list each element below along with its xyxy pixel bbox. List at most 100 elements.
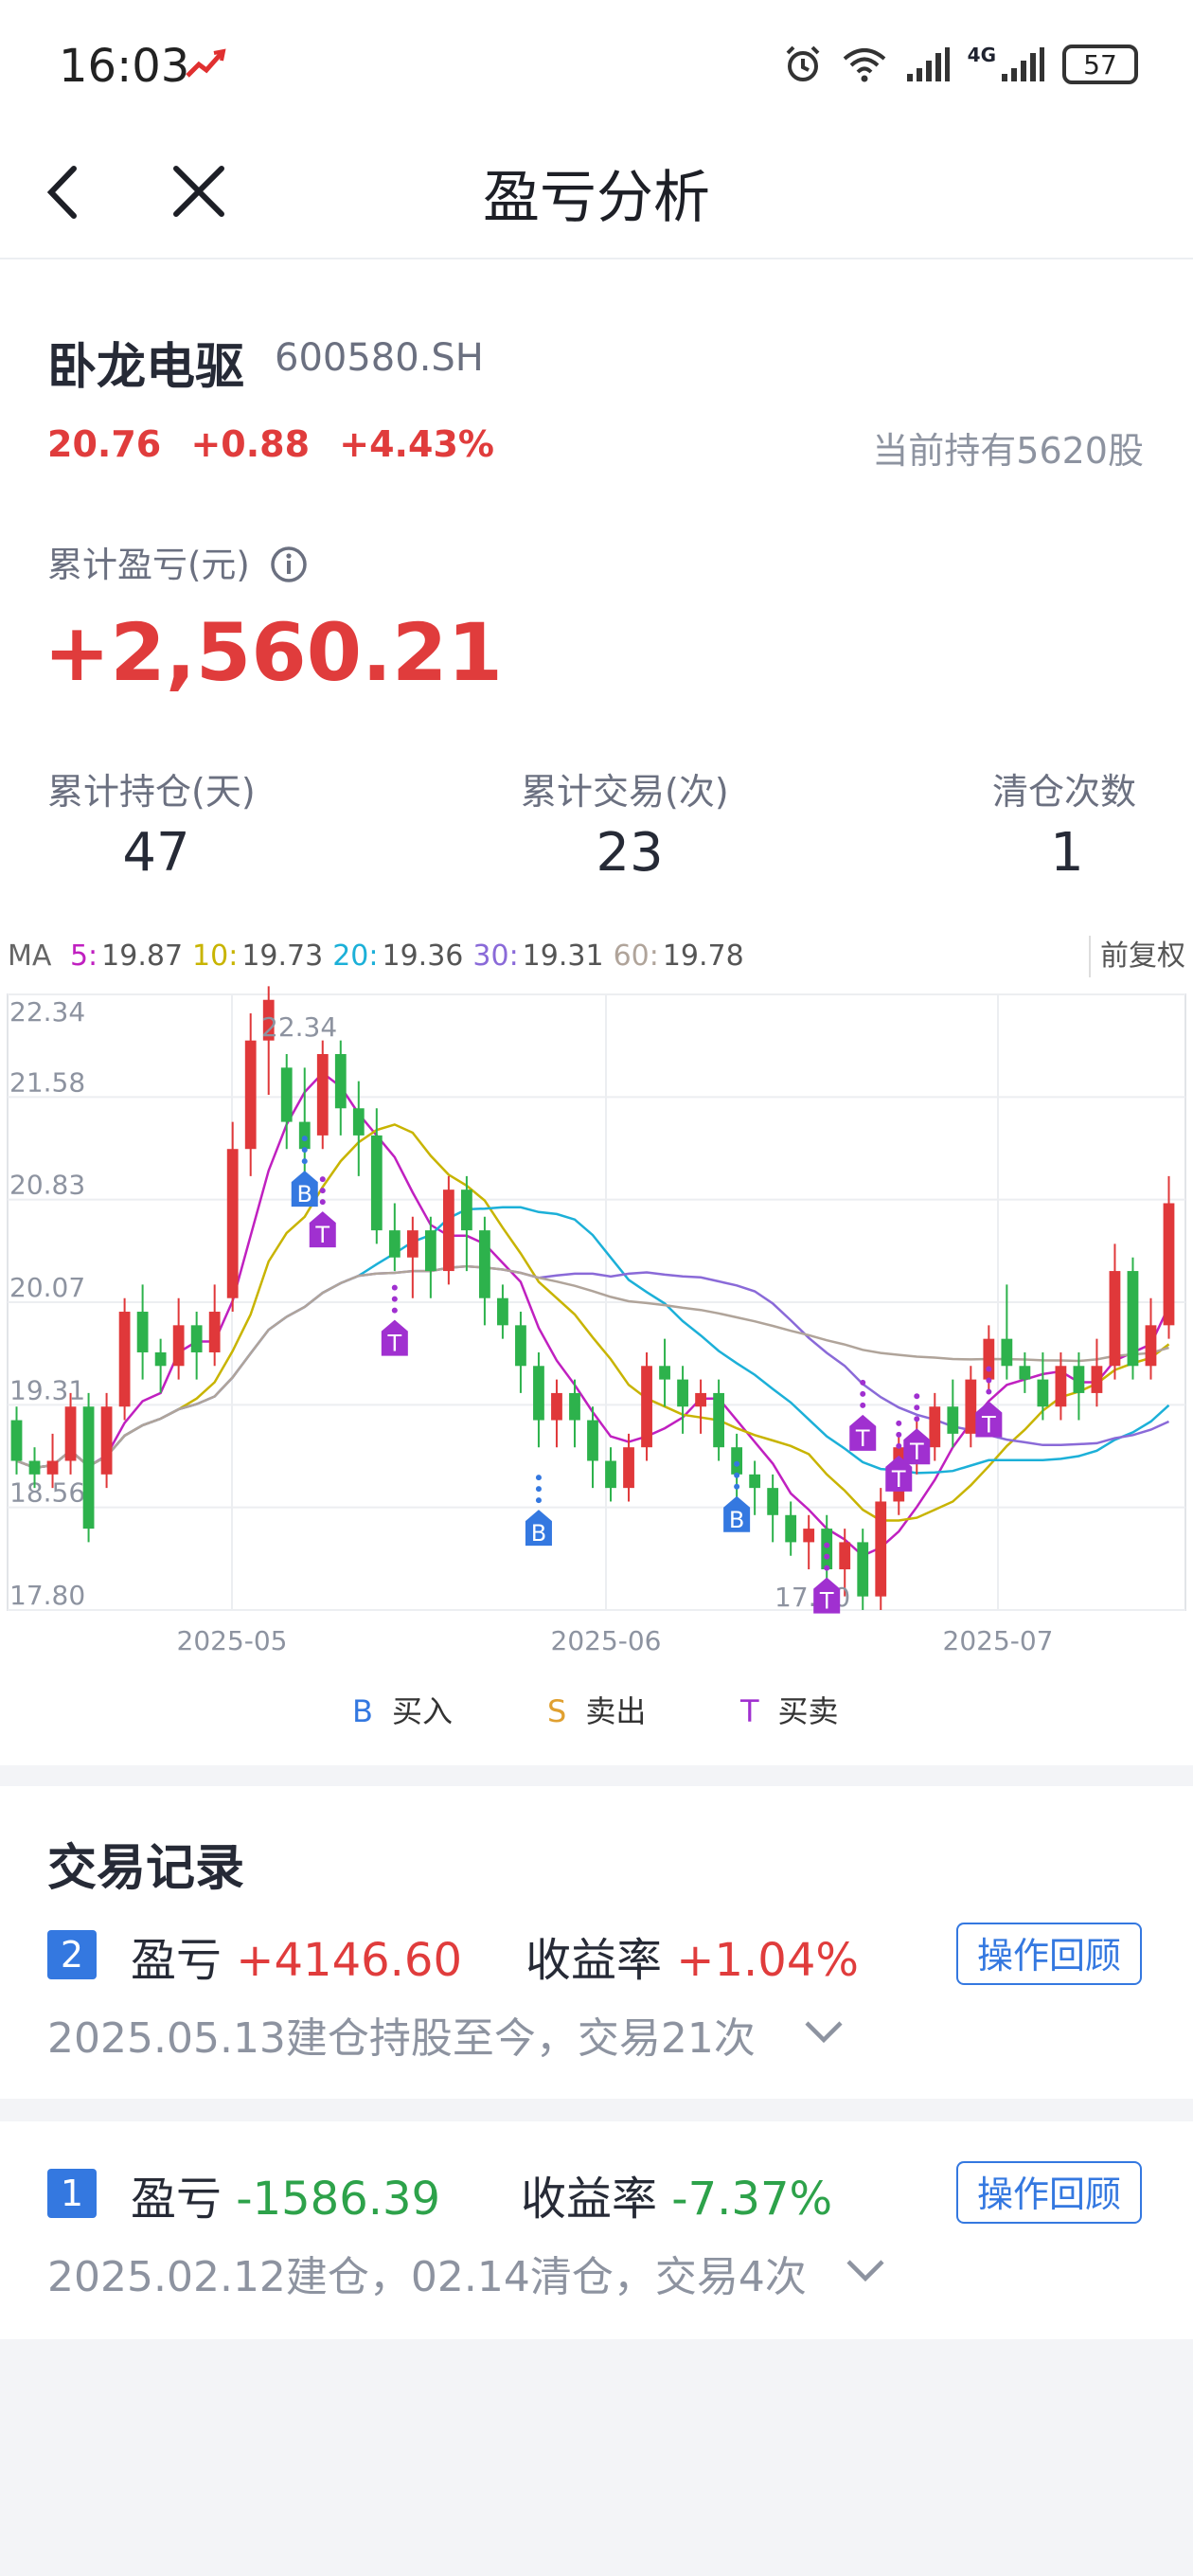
- stock-price-row: 20.76 +0.88 +4.43%: [47, 423, 494, 465]
- signal-icon: [906, 47, 950, 81]
- ma-key: 30:: [472, 939, 519, 973]
- info-icon[interactable]: [269, 545, 309, 584]
- candle-body: [947, 1406, 959, 1434]
- candle-body: [460, 1190, 472, 1231]
- marker-dot: [896, 1431, 902, 1438]
- trade-marker-label: T: [891, 1466, 906, 1493]
- record-rate-label: 收益率: [525, 1934, 663, 1987]
- pnl-label: 累计盈亏(元): [47, 545, 250, 585]
- ma-value: 19.87: [101, 939, 184, 973]
- record-detail: 2025.02.12建仓，02.14清仓，交易4次: [47, 2253, 807, 2301]
- status-icons: 4G 57: [782, 44, 1138, 85]
- candle-body: [46, 1460, 59, 1475]
- adjust-selector[interactable]: 前复权: [1089, 936, 1185, 977]
- marker-dot: [824, 1542, 830, 1548]
- marker-dot: [391, 1296, 398, 1302]
- ma-key: 10:: [192, 939, 239, 973]
- operation-review-button[interactable]: 操作回顾: [956, 1923, 1142, 1985]
- legend-buy-label: 买入: [391, 1693, 453, 1729]
- candle-body: [370, 1135, 383, 1231]
- candle-body: [803, 1529, 815, 1543]
- candle-body: [875, 1501, 887, 1597]
- back-button[interactable]: [38, 159, 95, 229]
- marker-dot: [391, 1307, 398, 1314]
- stock-code: 600580.SH: [275, 336, 484, 380]
- marker-dot: [734, 1460, 740, 1467]
- ma-indicator-row: MA 5: 19.87 10: 19.73 20: 19.36 30: 19.31 60: 19.…: [8, 939, 744, 973]
- y-tick-label: 17.80: [9, 1580, 85, 1611]
- candle-body: [352, 1108, 365, 1136]
- candle-body: [695, 1392, 706, 1407]
- record-rate: 收益率 +1.04%: [525, 1923, 859, 1989]
- trade-marker: [849, 1414, 877, 1451]
- x-tick-label: 2025-07: [943, 1625, 1054, 1656]
- candle-body: [1019, 1366, 1031, 1380]
- candle-body: [479, 1230, 490, 1298]
- marker-dot: [319, 1199, 326, 1206]
- marker-dot: [734, 1483, 740, 1490]
- marker-dot: [914, 1404, 920, 1411]
- y-tick-label: 22.34: [9, 996, 85, 1028]
- candle-body: [1037, 1379, 1049, 1407]
- record-pnl: 盈亏 -1586.39: [131, 2161, 440, 2227]
- stock-change-pct: +4.43%: [339, 423, 494, 465]
- trade-marker: [903, 1428, 931, 1465]
- stat-value-trades: 23: [596, 822, 664, 884]
- x-tick-label: 2025-06: [551, 1625, 662, 1656]
- candle-body: [1073, 1366, 1085, 1393]
- header: [0, 142, 1193, 259]
- record-detail: 2025.05.13建仓持股至今，交易21次: [47, 2014, 756, 2063]
- trade-marker-label: B: [729, 1507, 744, 1533]
- trend-notification-icon: [186, 47, 227, 85]
- record-pnl: 盈亏 +4146.60: [131, 1923, 462, 1989]
- candle-body: [10, 1420, 23, 1461]
- marker-dot: [535, 1475, 542, 1481]
- record-rate-value: -7.37%: [671, 2173, 833, 2226]
- stat-label-hold-days: 累计持仓(天): [47, 771, 256, 813]
- pnl-value: +2,560.21: [44, 606, 503, 699]
- trade-marker: [309, 1211, 336, 1248]
- candle-body: [929, 1406, 941, 1448]
- marker-dot: [824, 1565, 830, 1571]
- trade-marker-label: B: [297, 1181, 312, 1208]
- battery-icon: 57: [1062, 45, 1138, 84]
- candle-body: [677, 1379, 688, 1407]
- wifi-icon: [843, 48, 885, 82]
- y-tick-label: 19.31: [9, 1374, 85, 1405]
- candle-body: [280, 1067, 293, 1122]
- y-tick-label: 20.83: [9, 1170, 85, 1201]
- ma-value: 19.73: [241, 939, 324, 973]
- candle-body: [316, 1053, 329, 1136]
- kline-chart[interactable]: 22.34 21.58 20.83 20.07 19.31 18.56 17.80 2025-…: [0, 979, 1193, 1661]
- candle-body: [749, 1474, 761, 1489]
- trade-marker-label: T: [386, 1331, 401, 1357]
- candle-body: [569, 1392, 580, 1421]
- ma-key: 60:: [613, 939, 659, 973]
- candle-body: [1145, 1325, 1157, 1367]
- candle-body: [82, 1406, 95, 1530]
- close-button[interactable]: [169, 161, 229, 225]
- record-rate-value: +1.04%: [676, 1934, 859, 1987]
- stock-name: 卧龙电驱: [47, 339, 245, 396]
- candle-body: [334, 1053, 347, 1109]
- trade-marker-label: T: [909, 1439, 924, 1465]
- operation-review-button[interactable]: 操作回顾: [956, 2161, 1142, 2224]
- expand-button[interactable]: [845, 2256, 886, 2288]
- holding-shares: 当前持有5620股: [872, 430, 1144, 472]
- marker-dot: [986, 1388, 992, 1395]
- candle-body: [713, 1392, 725, 1448]
- candle-body: [1163, 1203, 1175, 1326]
- expand-button[interactable]: [803, 2017, 845, 2049]
- candle-body: [64, 1406, 77, 1461]
- legend-sell-label: 卖出: [585, 1693, 647, 1729]
- trade-marker: [381, 1319, 408, 1356]
- marker-dot: [860, 1402, 866, 1408]
- y-tick-label: 18.56: [9, 1477, 85, 1509]
- y-tick-label: 21.58: [9, 1066, 85, 1098]
- candle-body: [262, 999, 275, 1041]
- ma-key: 20:: [332, 939, 379, 973]
- marker-dot: [896, 1442, 902, 1449]
- marker-dot: [896, 1420, 902, 1426]
- candle-body: [785, 1514, 797, 1543]
- trade-marker-label: T: [855, 1425, 870, 1452]
